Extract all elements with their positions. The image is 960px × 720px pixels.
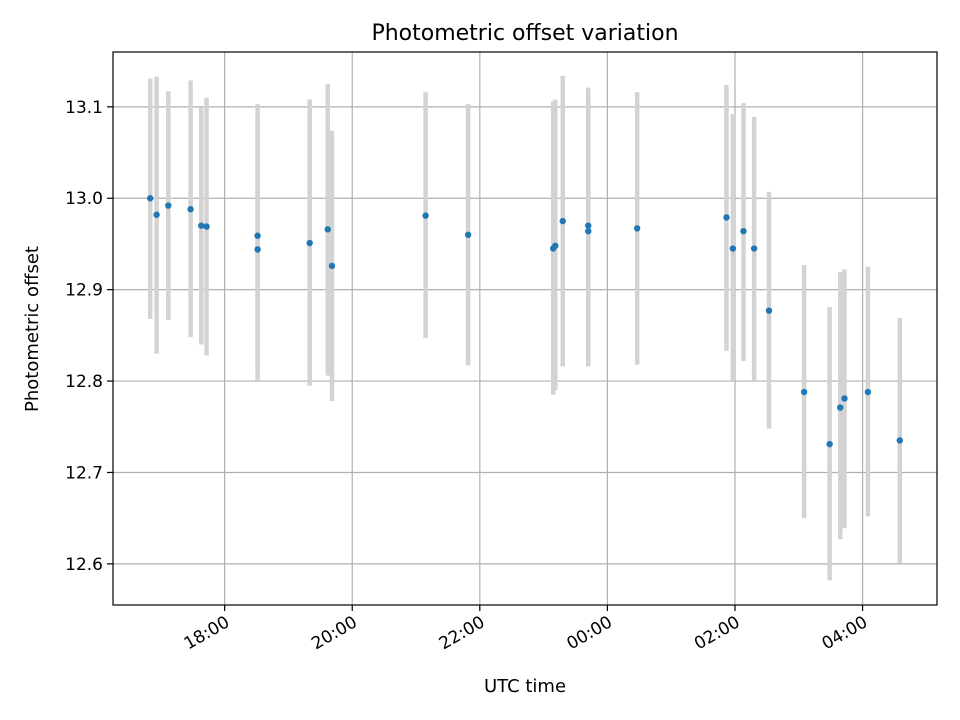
y-tick-label: 13.0: [65, 189, 103, 209]
x-tick-label: 20:00: [308, 612, 360, 654]
y-tick-label: 12.8: [65, 372, 103, 392]
data-point: [552, 242, 559, 249]
data-point: [422, 212, 429, 219]
data-point: [187, 206, 194, 213]
data-point: [464, 231, 472, 239]
data-point: [254, 232, 261, 239]
x-axis-ticks: 18:00 20:00 22:00 00:00 02:00 04:00: [181, 605, 871, 654]
data-point: [837, 404, 844, 411]
data-point: [729, 245, 737, 252]
data-point: [740, 227, 747, 235]
data-point: [633, 225, 641, 232]
y-tick-label: 13.1: [65, 98, 103, 118]
chart-title: Photometric offset variation: [371, 21, 678, 46]
x-tick-label: 18:00: [181, 612, 233, 654]
x-tick-label: 04:00: [819, 612, 871, 654]
data-point: [324, 226, 331, 233]
x-tick-label: 22:00: [436, 612, 488, 654]
data-point: [203, 223, 210, 230]
data-point: [826, 440, 833, 448]
data-point: [750, 245, 758, 252]
data-point: [198, 222, 205, 229]
data-point: [723, 214, 730, 221]
data-point: [864, 388, 872, 396]
x-tick-label: 00:00: [563, 612, 615, 654]
data-point: [147, 195, 154, 202]
x-tick-label: 02:00: [691, 612, 743, 654]
data-point: [328, 262, 336, 270]
y-tick-label: 12.7: [65, 463, 103, 483]
data-point: [585, 222, 592, 229]
data-point: [896, 437, 903, 444]
x-axis-label: UTC time: [484, 676, 566, 697]
plot-area: [113, 52, 937, 605]
y-tick-label: 12.9: [65, 281, 103, 301]
data-point: [559, 217, 566, 225]
y-axis-label: Photometric offset: [22, 246, 43, 412]
data-point: [306, 239, 313, 247]
y-tick-label: 12.6: [65, 555, 103, 575]
data-point: [800, 388, 808, 396]
data-point: [841, 395, 848, 402]
data-point: [165, 202, 172, 209]
plot-frame: [112, 51, 938, 606]
data-point: [254, 246, 261, 253]
data-point: [153, 211, 160, 218]
data-point: [585, 227, 592, 235]
data-point: [765, 307, 773, 314]
data-points: [147, 195, 903, 448]
y-axis-ticks: 12.6 12.7 12.8 12.9 13.0 13.1: [65, 98, 113, 575]
